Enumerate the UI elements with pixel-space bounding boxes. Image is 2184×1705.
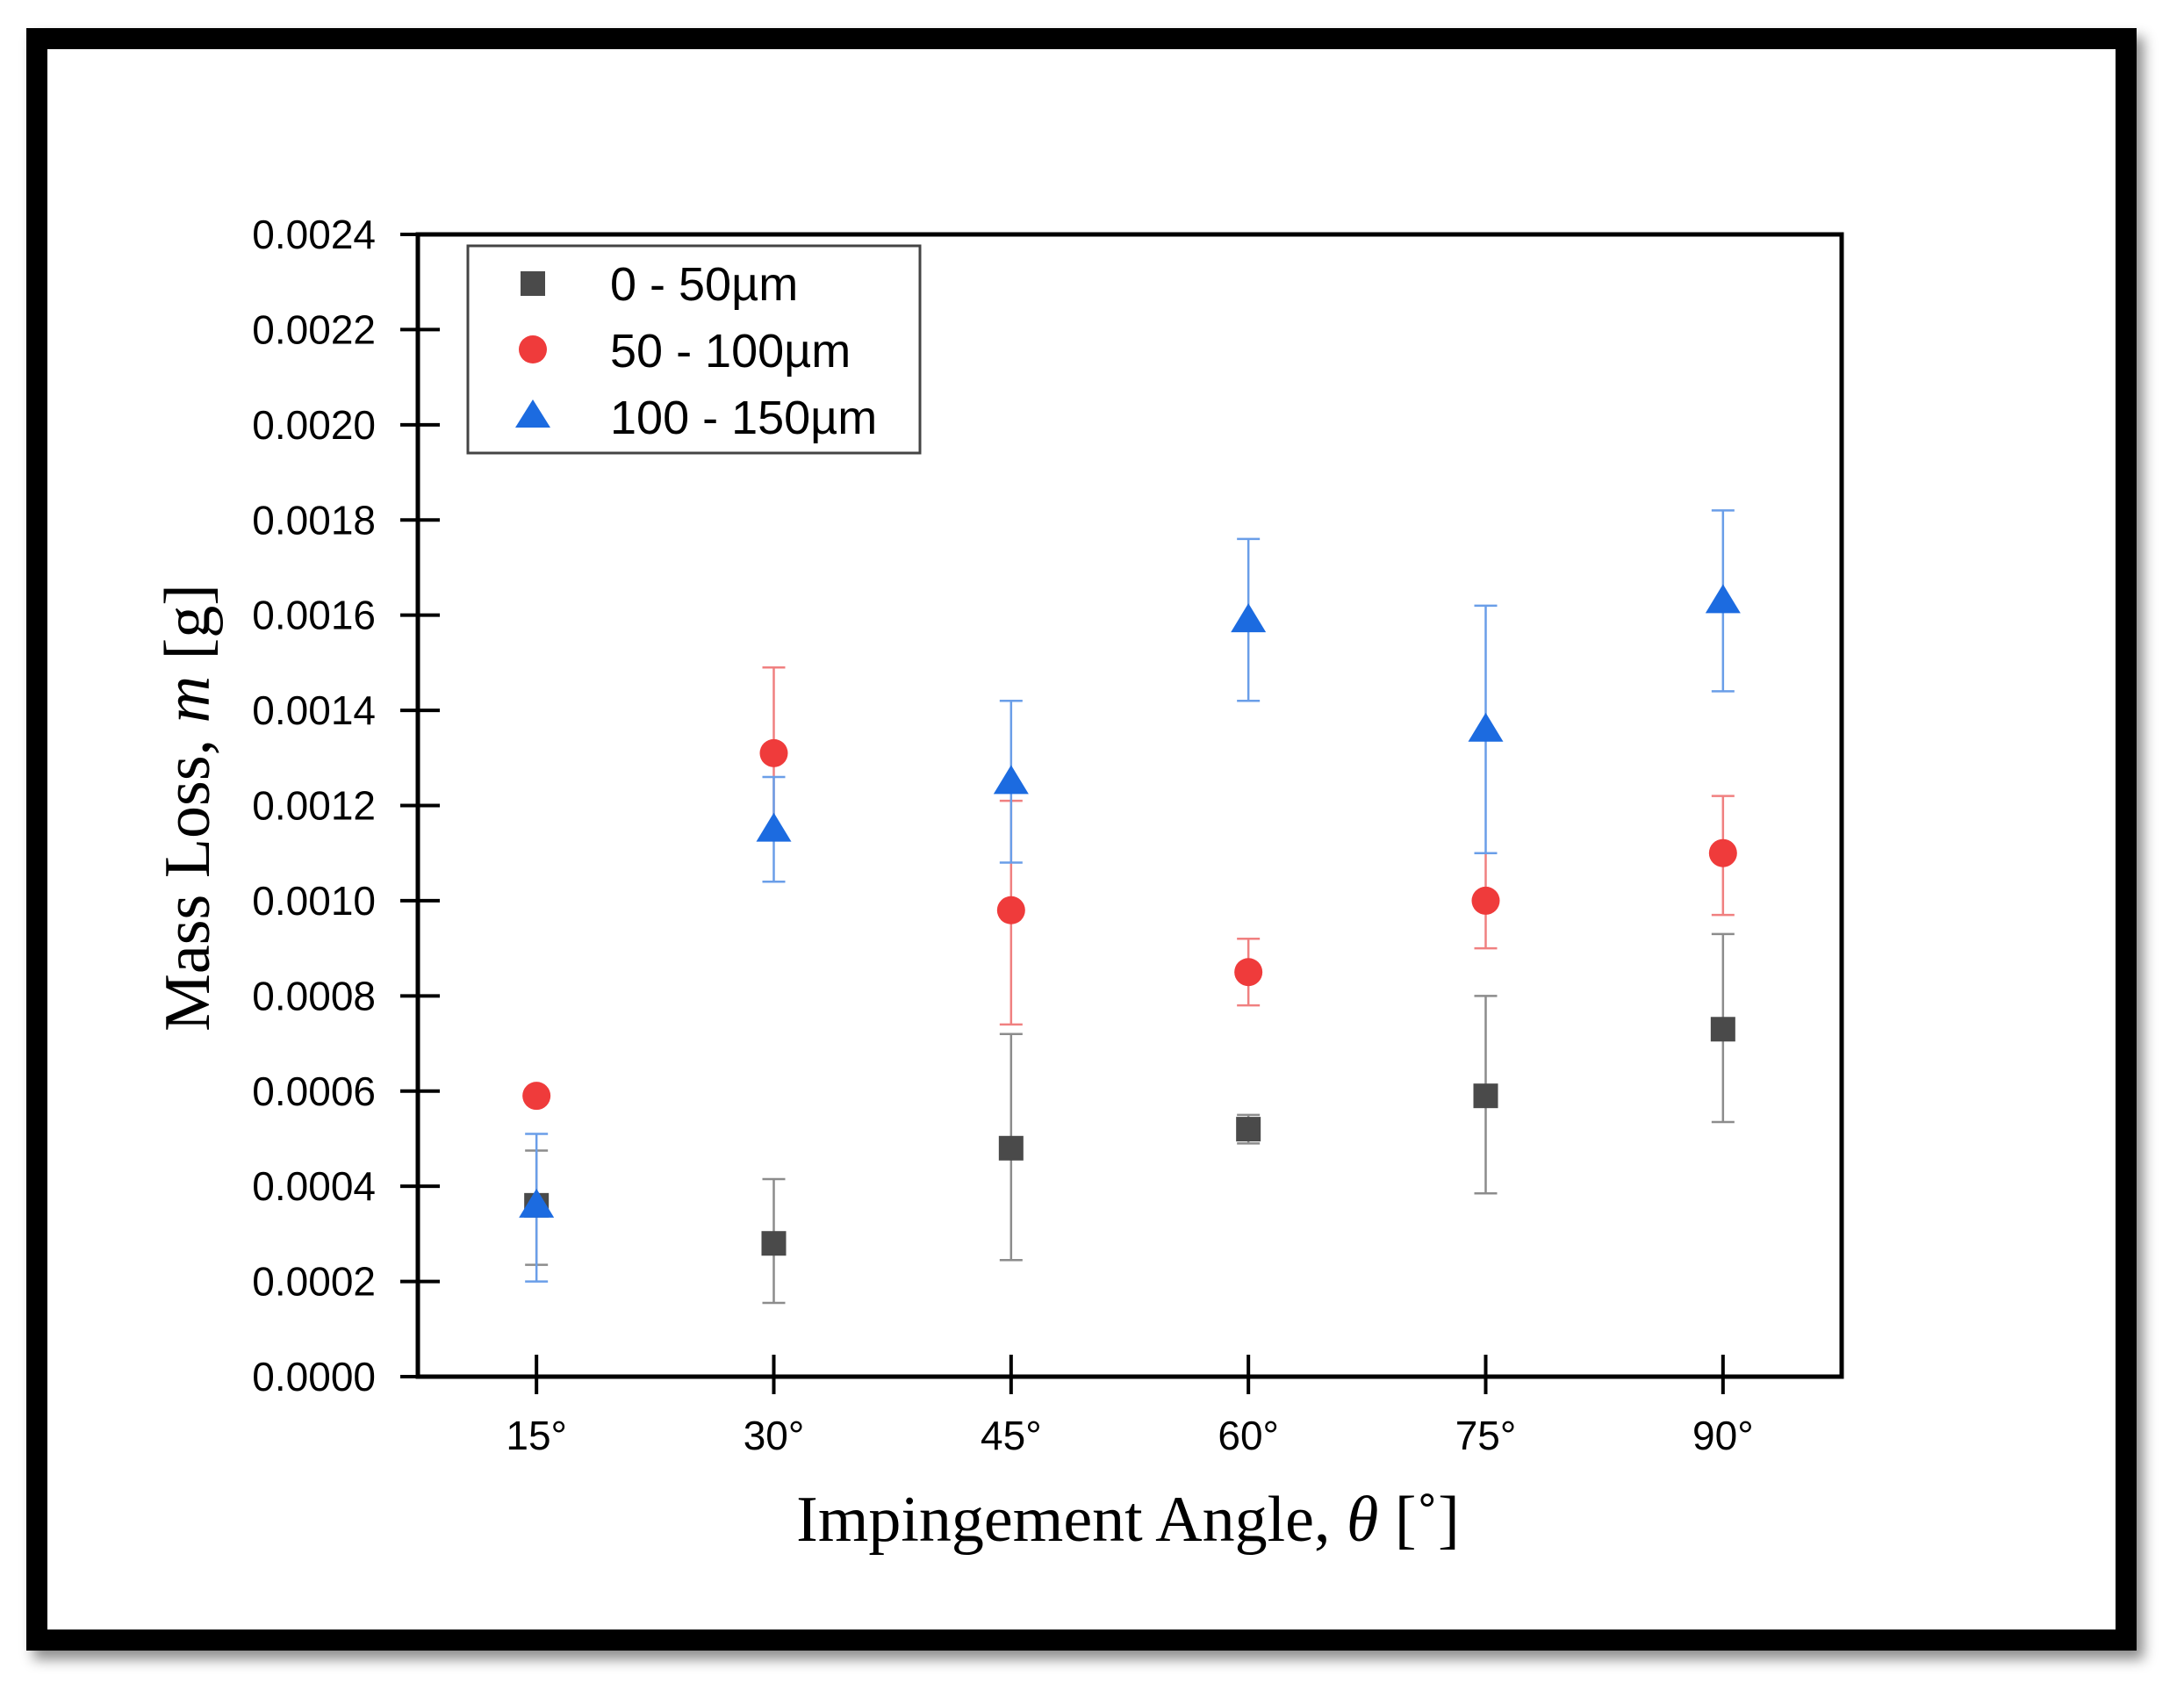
x-tick-label: 30° xyxy=(744,1413,805,1458)
legend: 0 - 50µm 50 - 100µm 100 - 150µm xyxy=(466,244,922,455)
data-point-square xyxy=(998,1135,1024,1161)
data-point-triangle xyxy=(1705,584,1741,614)
x-tick-label: 45° xyxy=(981,1413,1042,1458)
y-tick-label: 0.0012 xyxy=(252,783,376,829)
x-axis-unit: [˚] xyxy=(1378,1484,1459,1556)
data-point-circle xyxy=(522,1082,551,1111)
data-point-circle xyxy=(759,738,788,767)
data-point-triangle xyxy=(1231,603,1267,633)
x-axis-title: Impingement Angle, θ [˚] xyxy=(796,1484,1460,1556)
y-axis-title: Mass Loss, m [g] xyxy=(152,584,224,1032)
y-tick-label: 0.0004 xyxy=(252,1163,376,1209)
legend-label-1: 50 - 100µm xyxy=(610,325,851,378)
error-bars xyxy=(525,509,1735,1305)
data-point-square xyxy=(761,1231,787,1256)
y-axis-symbol: m xyxy=(152,676,224,723)
y-tick-label: 0.0020 xyxy=(252,402,376,448)
y-tick-label: 0.0010 xyxy=(252,878,376,924)
axis-ticks: 0.0000 0.0002 0.0004 0.0006 0.0008 0.0010 0.00… xyxy=(252,212,1753,1458)
y-tick-label: 0.0016 xyxy=(252,593,376,638)
legend-square-marker xyxy=(521,271,545,296)
figure-frame xyxy=(26,28,2137,1651)
x-tick-label: 60° xyxy=(1218,1413,1279,1458)
data-point-square xyxy=(1710,1017,1735,1042)
data-point-circle xyxy=(1471,886,1500,915)
y-tick-label: 0.0008 xyxy=(252,973,376,1018)
x-tick-label: 15° xyxy=(506,1413,567,1458)
data-point-triangle xyxy=(756,812,792,842)
y-tick-label: 0.0024 xyxy=(252,212,376,257)
x-tick-label: 90° xyxy=(1692,1413,1754,1458)
y-tick-label: 0.0014 xyxy=(252,687,376,733)
data-point-square xyxy=(1473,1083,1498,1109)
y-tick-label: 0.0002 xyxy=(252,1259,376,1305)
legend-triangle-marker xyxy=(515,399,550,428)
x-tick-label: 75° xyxy=(1455,1413,1517,1458)
y-tick-label: 0.0018 xyxy=(252,497,376,543)
data-point-square xyxy=(1236,1117,1261,1142)
x-axis-symbol: θ xyxy=(1347,1484,1378,1556)
data-points xyxy=(519,584,1741,1256)
legend-entry-0: 0 - 50µm xyxy=(521,258,798,311)
data-point-circle xyxy=(996,896,1025,924)
plot-area xyxy=(415,232,1844,1379)
y-tick-label: 0.0022 xyxy=(252,306,376,352)
data-point-triangle xyxy=(519,1188,555,1218)
data-point-circle xyxy=(1708,838,1737,867)
y-tick-label: 0.0000 xyxy=(252,1354,376,1399)
legend-label-2: 100 - 150µm xyxy=(610,392,877,444)
y-axis-unit: [g] xyxy=(152,584,224,676)
legend-label-0: 0 - 50µm xyxy=(610,258,798,311)
x-axis-title-text: Impingement Angle, xyxy=(796,1484,1347,1556)
y-tick-label: 0.0006 xyxy=(252,1068,376,1114)
legend-entry-2: 100 - 150µm xyxy=(515,392,877,444)
data-point-circle xyxy=(1234,958,1263,987)
data-point-triangle xyxy=(993,765,1029,795)
legend-entry-1: 50 - 100µm xyxy=(519,325,851,378)
data-point-triangle xyxy=(1468,712,1504,742)
y-axis-title-text: Mass Loss, xyxy=(152,723,224,1032)
legend-circle-marker xyxy=(519,335,547,363)
